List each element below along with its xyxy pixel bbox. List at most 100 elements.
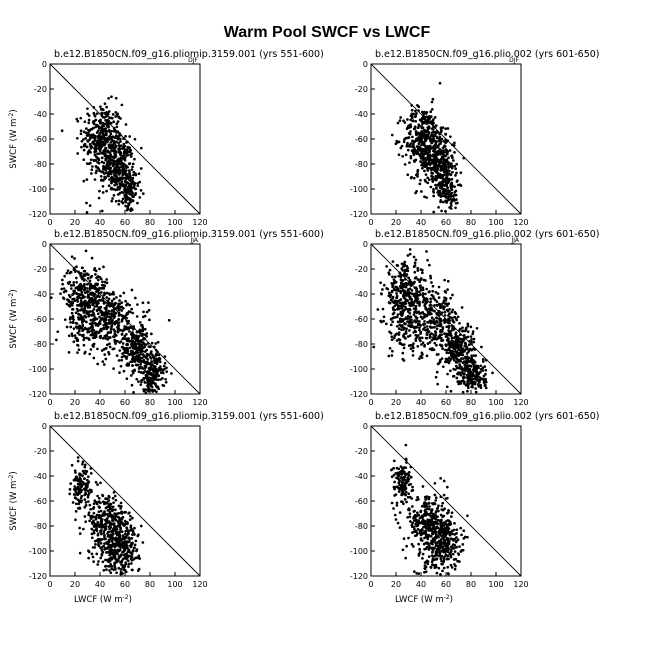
data-point [92,159,96,163]
data-point [399,318,403,322]
data-point [125,173,128,177]
data-point [437,143,441,146]
data-point [97,496,101,500]
data-point [423,195,426,199]
data-point [434,375,438,379]
data-point [426,313,430,316]
data-point [380,292,383,296]
data-point [96,362,100,366]
data-point [98,295,101,298]
data-point [130,555,134,559]
data-point [441,168,445,172]
data-point [83,505,87,509]
data-point [82,279,86,282]
data-point [444,154,447,158]
data-point [443,332,446,335]
data-point [452,144,456,147]
data-point [422,278,426,282]
data-point [121,177,124,181]
data-point [126,197,129,200]
data-point [119,294,122,298]
data-point [92,529,96,533]
data-point [110,302,114,305]
y-tick-label: -60 [355,315,368,324]
data-point [123,144,127,148]
data-point [395,324,399,328]
data-point [426,147,430,150]
data-point [382,283,386,287]
data-point [398,304,402,308]
data-point [439,128,443,131]
data-point [110,299,114,303]
data-point [430,162,434,165]
data-point [72,281,76,284]
data-point [117,329,120,333]
data-point [153,368,156,372]
data-point [447,172,451,176]
data-point [423,169,426,173]
data-point [471,381,475,385]
data-point [435,170,439,174]
data-point [137,567,141,571]
data-point [112,556,115,560]
data-point [415,133,418,137]
data-point [459,382,463,385]
data-point [88,519,91,523]
data-point [420,351,424,355]
data-point [120,103,124,107]
panel-grid: b.e12.B1850CN.f09_g16.pliomip.3159.001 (… [8,49,600,605]
data-point [420,504,424,508]
data-point [123,347,127,350]
data-point [421,271,424,275]
data-point [404,443,408,447]
data-point [101,560,105,564]
data-point [88,488,92,492]
data-point [161,371,165,375]
data-point [433,481,437,485]
data-point [105,501,109,504]
x-tick-label: 0 [368,218,373,227]
data-point [113,565,117,569]
data-point [404,153,408,157]
y-tick-label: -20 [355,85,368,94]
data-point [104,308,108,312]
data-point [427,126,431,130]
data-point [117,188,121,191]
data-point [122,369,126,373]
data-point [71,316,75,319]
data-point [165,366,168,370]
data-point [115,354,119,357]
y-tick-label: -120 [29,210,47,219]
data-point [118,299,121,302]
x-tick-label: 100 [167,218,182,227]
x-tick-label: 40 [95,580,105,589]
data-point [432,190,436,194]
data-point [394,142,398,146]
data-point [106,331,110,334]
data-point [413,329,417,333]
data-point [140,356,144,360]
data-point [133,137,137,141]
data-point [91,165,94,168]
data-point [421,295,425,299]
y-tick-label: -80 [355,340,368,349]
data-point [419,178,422,182]
scatter-panel: b.e12.B1850CN.f09_g16.plio.002 (yrs 601-… [350,49,600,227]
data-point [470,373,473,377]
data-point [111,146,115,149]
data-point [475,372,479,376]
data-point [449,135,452,139]
data-point [437,314,441,317]
data-point [97,505,101,509]
y-tick-label: -40 [355,110,368,119]
data-point [428,263,431,267]
data-point [86,139,89,143]
x-tick-label: 40 [95,398,105,407]
data-point [467,386,470,390]
data-point [100,291,103,294]
data-point [146,358,150,361]
data-point [142,355,146,358]
data-point [415,335,419,339]
data-point [410,149,414,153]
data-point [437,189,440,193]
